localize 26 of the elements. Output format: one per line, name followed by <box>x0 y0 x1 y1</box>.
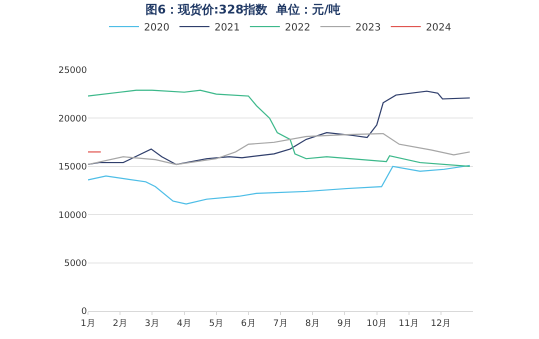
x-tick-label: 12月 <box>430 318 452 329</box>
y-tick-label: 0 <box>81 307 88 318</box>
legend-label: 2020 <box>144 22 170 34</box>
x-tick-label: 9月 <box>337 318 352 329</box>
y-tick-label: 20000 <box>58 114 88 124</box>
x-tick-label: 4月 <box>176 318 192 329</box>
y-tick-label: 25000 <box>58 66 88 76</box>
chart-title: 图6：现货价:328指数 单位：元/吨 <box>146 2 340 16</box>
legend-label: 2021 <box>214 22 240 34</box>
legend-label: 2024 <box>426 22 452 34</box>
y-tick-label: 10000 <box>58 210 88 221</box>
x-tick-label: 10月 <box>366 318 387 329</box>
legend-label: 2022 <box>284 22 310 34</box>
x-tick-label: 11月 <box>398 318 420 329</box>
x-tick-label: 8月 <box>305 318 320 329</box>
x-tick-label: 6月 <box>241 318 256 329</box>
x-tick-label: 3月 <box>144 318 160 329</box>
y-tick-label: 15000 <box>58 162 88 173</box>
x-tick-label: 5月 <box>208 318 224 329</box>
x-tick-label: 1月 <box>80 318 96 329</box>
y-tick-label: 5000 <box>64 258 88 269</box>
line-series <box>88 133 470 166</box>
x-tick-label: 7月 <box>273 318 288 329</box>
x-tick-label: 2月 <box>112 318 128 329</box>
legend-label: 2023 <box>355 22 381 34</box>
line-series <box>88 164 470 205</box>
